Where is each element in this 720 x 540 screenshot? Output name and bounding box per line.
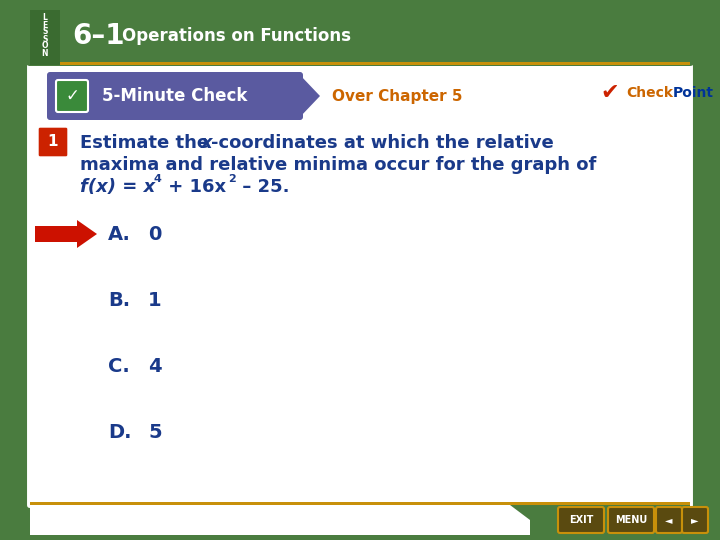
Text: ◄: ◄ bbox=[665, 515, 672, 525]
Text: L: L bbox=[42, 14, 48, 23]
FancyBboxPatch shape bbox=[656, 507, 682, 533]
Text: N: N bbox=[42, 49, 48, 57]
Text: O: O bbox=[42, 42, 48, 51]
Text: 1: 1 bbox=[48, 134, 58, 150]
Text: Over Chapter 5: Over Chapter 5 bbox=[332, 89, 462, 104]
Polygon shape bbox=[300, 75, 320, 117]
Text: Check: Check bbox=[626, 86, 673, 100]
Bar bbox=[30, 52, 690, 66]
Text: f(x) = x: f(x) = x bbox=[80, 178, 156, 196]
Text: A.: A. bbox=[108, 225, 131, 244]
Bar bbox=[30, 10, 60, 65]
Text: 6–1: 6–1 bbox=[72, 22, 125, 50]
Text: MENU: MENU bbox=[615, 515, 647, 525]
FancyBboxPatch shape bbox=[47, 72, 303, 120]
Bar bbox=[35, 226, 77, 242]
Bar bbox=[30, 62, 690, 65]
Text: D.: D. bbox=[108, 422, 132, 442]
Text: 1: 1 bbox=[148, 291, 161, 309]
FancyBboxPatch shape bbox=[38, 127, 68, 157]
Text: E: E bbox=[42, 21, 48, 30]
Text: + 16x: + 16x bbox=[162, 178, 226, 196]
Text: x: x bbox=[201, 134, 212, 152]
Text: ►: ► bbox=[691, 515, 698, 525]
Text: 2: 2 bbox=[228, 174, 235, 184]
FancyBboxPatch shape bbox=[558, 507, 604, 533]
Text: ✔: ✔ bbox=[600, 83, 619, 103]
Text: – 25.: – 25. bbox=[236, 178, 289, 196]
Text: 0: 0 bbox=[148, 225, 161, 244]
Text: S: S bbox=[42, 28, 48, 37]
Text: maxima and relative minima occur for the graph of: maxima and relative minima occur for the… bbox=[80, 156, 596, 174]
Bar bbox=[30, 502, 690, 505]
Text: Estimate the: Estimate the bbox=[80, 134, 215, 152]
FancyBboxPatch shape bbox=[26, 6, 694, 66]
Bar bbox=[30, 505, 690, 535]
Text: S: S bbox=[42, 35, 48, 44]
Text: 5: 5 bbox=[148, 422, 161, 442]
FancyBboxPatch shape bbox=[56, 80, 88, 112]
FancyBboxPatch shape bbox=[26, 6, 694, 509]
Text: Point: Point bbox=[673, 86, 714, 100]
Text: C.: C. bbox=[108, 356, 130, 375]
Polygon shape bbox=[30, 505, 530, 535]
FancyBboxPatch shape bbox=[682, 507, 708, 533]
Text: 4: 4 bbox=[148, 356, 161, 375]
Text: ✓: ✓ bbox=[65, 87, 79, 105]
Text: -coordinates at which the relative: -coordinates at which the relative bbox=[211, 134, 554, 152]
Text: EXIT: EXIT bbox=[569, 515, 593, 525]
FancyBboxPatch shape bbox=[608, 507, 654, 533]
Text: 4: 4 bbox=[154, 174, 162, 184]
Polygon shape bbox=[77, 220, 97, 248]
Text: B.: B. bbox=[108, 291, 130, 309]
Text: Operations on Functions: Operations on Functions bbox=[122, 27, 351, 45]
Text: 5-Minute Check: 5-Minute Check bbox=[102, 87, 248, 105]
